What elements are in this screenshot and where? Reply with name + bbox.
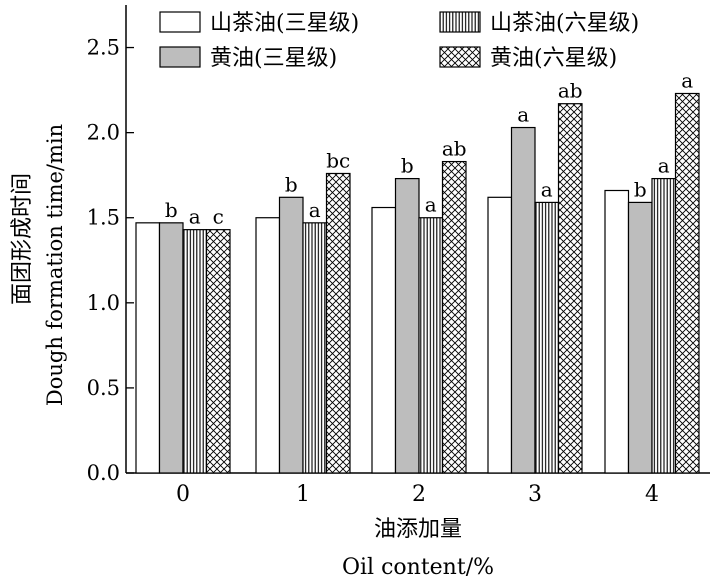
bar-vertical-lines <box>534 201 560 474</box>
bar-white <box>135 222 161 474</box>
significance-label: a <box>425 193 437 217</box>
y-axis-title-en: Dough formation time/min <box>43 124 67 406</box>
significance-label: a <box>309 198 321 222</box>
significance-label: ab <box>442 137 467 161</box>
x-tick-label: 1 <box>296 482 310 507</box>
y-axis-ticks: 0.0 0.5 1.0 1.5 2.0 2.5 <box>87 36 134 485</box>
bar-gray <box>510 126 536 474</box>
significance-label: c <box>213 205 224 229</box>
x-tick-label: 0 <box>176 482 190 507</box>
legend-label-2: 黄油(三星级) <box>210 46 337 71</box>
legend-label-1: 山茶油(三星级) <box>210 11 359 36</box>
significance-label: b <box>634 177 647 201</box>
y-tick-label: 1.0 <box>87 291 120 315</box>
significance-label: a <box>541 177 553 201</box>
bar-vertical-lines <box>302 222 328 474</box>
y-tick-label: 2.5 <box>87 36 120 60</box>
significance-label: b <box>401 154 414 178</box>
legend-swatch-crosshatch <box>439 46 481 68</box>
x-axis-title-cn: 油添加量 <box>374 517 462 542</box>
bar-white <box>255 217 281 474</box>
significance-label: a <box>517 103 529 127</box>
significance-label: a <box>658 154 670 178</box>
significance-label: b <box>285 172 298 196</box>
legend-swatch-white <box>159 11 201 33</box>
bar-gray <box>627 201 653 474</box>
bar-vertical-lines <box>182 229 208 474</box>
bar-gray <box>394 177 420 474</box>
legend-label-3: 山茶油(六星级) <box>490 11 639 36</box>
significance-label: ab <box>558 79 583 103</box>
bar-crosshatch <box>441 160 467 474</box>
bar-vertical-lines <box>418 217 444 474</box>
x-tick-label: 4 <box>645 482 659 507</box>
significance-label: b <box>165 198 178 222</box>
bar-crosshatch <box>674 92 700 474</box>
legend-swatch-gray <box>159 46 201 68</box>
significance-label: bc <box>326 148 350 172</box>
bar-gray <box>158 222 184 474</box>
bars <box>135 92 700 474</box>
bar-gray <box>278 196 304 474</box>
bar-crosshatch <box>557 103 583 474</box>
x-axis-title-en: Oil content/% <box>342 555 494 580</box>
legend: 山茶油(三星级) 山茶油(六星级) 黄油(三星级) 黄油(六星级) <box>159 11 639 71</box>
y-axis-title-cn: 面团形成时间 <box>10 173 35 305</box>
x-tick-label: 2 <box>412 482 426 507</box>
bar-crosshatch <box>205 229 231 474</box>
legend-label-4: 黄油(六星级) <box>490 46 617 71</box>
bar-white <box>487 196 513 474</box>
x-tick-label: 3 <box>528 482 542 507</box>
bar-crosshatch <box>325 172 351 474</box>
significance-label: a <box>189 205 201 229</box>
bar-vertical-lines <box>651 177 677 474</box>
y-tick-label: 0.5 <box>87 376 120 400</box>
y-tick-label: 0.0 <box>87 461 120 485</box>
y-tick-label: 2.0 <box>87 121 120 145</box>
y-tick-label: 1.5 <box>87 206 120 230</box>
bar-white <box>371 206 397 474</box>
significance-label: a <box>681 68 693 92</box>
legend-swatch-vlines <box>439 11 481 33</box>
bar-white <box>604 189 630 474</box>
